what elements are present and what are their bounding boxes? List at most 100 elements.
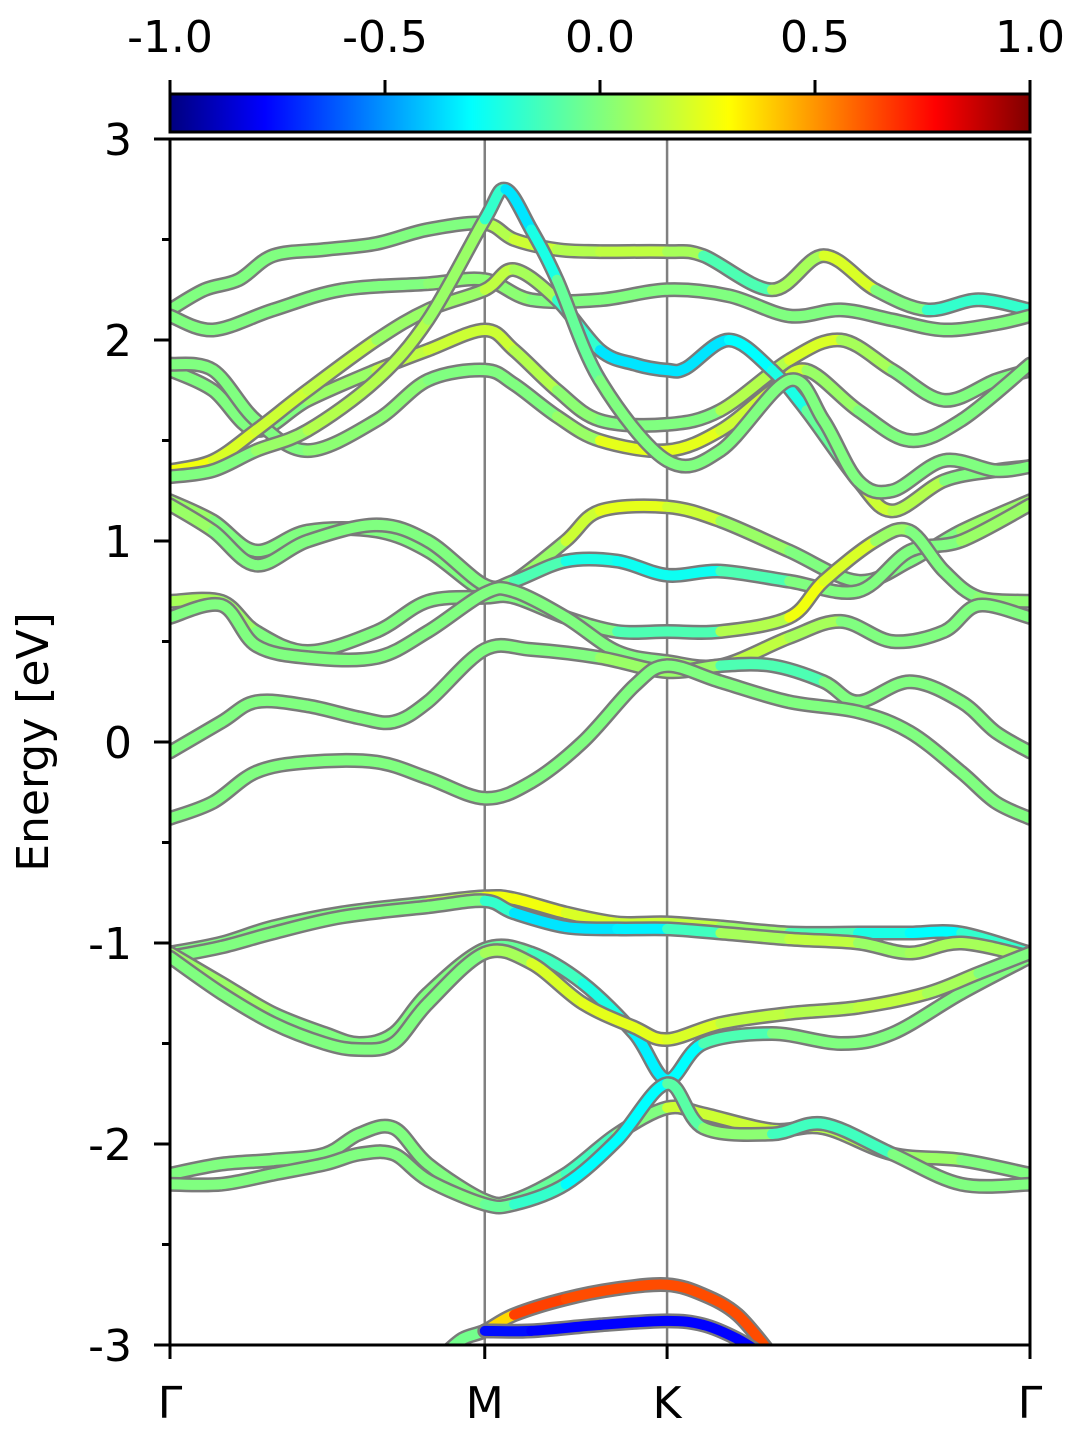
band-segment — [526, 737, 588, 788]
band-segment — [784, 696, 863, 717]
band-segment — [715, 515, 795, 556]
y-axis: 3 2 1 0 -1 -2 -3 — [88, 115, 170, 1372]
band-segment — [662, 626, 726, 638]
band-segment — [526, 644, 605, 663]
x-tick-label: Γ — [1018, 1378, 1043, 1429]
band-segment — [319, 238, 382, 255]
band-segment — [560, 921, 623, 934]
band-segment — [662, 1018, 726, 1045]
colorbar-tick-label: 0.0 — [565, 12, 635, 63]
band-segment — [526, 948, 588, 989]
band-segment — [595, 500, 673, 516]
band-segment — [715, 566, 795, 587]
band-segment — [887, 988, 967, 1039]
band-segment — [509, 586, 571, 623]
band-segment — [662, 501, 726, 526]
band-segment — [208, 365, 261, 426]
y-tick-label: 3 — [104, 115, 132, 166]
y-tick-label: 1 — [104, 517, 132, 568]
band-segment — [423, 644, 490, 707]
x-tick-label: M — [466, 1378, 504, 1429]
x-tick-label: K — [653, 1378, 683, 1429]
y-tick-label: 2 — [104, 316, 132, 367]
band-segment — [170, 465, 218, 482]
band-segment — [904, 727, 967, 778]
colorbar-tick-label: -1.0 — [127, 12, 213, 63]
band-segment — [904, 536, 967, 556]
band-segment — [662, 445, 726, 472]
band-segment — [990, 461, 1030, 476]
band-segment — [732, 1334, 758, 1345]
band-segment — [337, 278, 433, 295]
band-segment — [956, 1179, 1030, 1192]
band-segment — [853, 988, 932, 1013]
band-segment — [423, 948, 490, 1009]
band-20 — [477, 1313, 762, 1345]
band-segment — [302, 755, 382, 768]
band-segment — [552, 244, 605, 257]
band-segment — [388, 998, 433, 1049]
band-segment — [302, 335, 382, 396]
band-segment — [319, 1038, 365, 1055]
band-segment — [302, 652, 382, 666]
band-segment — [904, 926, 967, 938]
band-segment — [724, 290, 795, 321]
band-segment — [268, 911, 347, 938]
band-6 — [170, 181, 1030, 500]
band-segment — [715, 928, 795, 944]
colorbar-gradient — [168, 92, 1032, 134]
band-segment — [835, 1028, 898, 1049]
band-segment — [371, 626, 433, 663]
band-4 — [170, 356, 1030, 459]
colorbar-ticks: -1.0 -0.5 0.0 0.5 1.0 — [127, 12, 1065, 94]
band-segment — [526, 958, 588, 1009]
high-symmetry-lines — [483, 139, 669, 1345]
y-tick-label: -1 — [88, 919, 132, 970]
band-segment — [715, 1008, 795, 1029]
band-segment — [715, 612, 795, 637]
band-segment — [662, 923, 726, 938]
band-segment — [354, 1146, 399, 1159]
band-segment — [612, 1279, 673, 1294]
band-segment — [595, 284, 673, 305]
band-segment — [170, 1179, 227, 1190]
band-segment — [732, 1309, 771, 1345]
y-tick-label: -3 — [88, 1321, 132, 1372]
band-12 — [170, 658, 1030, 826]
band-segment — [302, 375, 382, 436]
band-segment — [560, 554, 623, 567]
bands — [170, 181, 1030, 1345]
band-segment — [990, 727, 1030, 757]
band-segment — [251, 526, 313, 557]
band-segment — [268, 284, 347, 315]
band-segment — [973, 948, 1030, 979]
band-segment — [990, 310, 1030, 329]
band-segment — [662, 246, 709, 261]
band-segment — [973, 600, 1030, 623]
band-segment — [956, 1155, 1030, 1180]
band-segment — [337, 901, 433, 922]
band-segment — [662, 284, 734, 301]
band-segment — [479, 640, 537, 655]
band-segment — [662, 425, 726, 456]
band-segment — [577, 680, 640, 747]
band-segment — [560, 1135, 623, 1190]
band-segment — [956, 499, 1030, 546]
band-segment — [526, 1319, 605, 1336]
band-segment — [302, 519, 382, 546]
band-segment — [371, 375, 433, 426]
band-segment — [662, 660, 726, 687]
band-segment — [552, 274, 605, 386]
band-segment — [251, 425, 313, 456]
band-segment — [612, 626, 673, 638]
band-segment — [887, 1149, 967, 1190]
band-segment — [835, 335, 898, 376]
band-segment — [251, 536, 313, 571]
band-segment — [784, 1002, 863, 1019]
band-segment — [698, 250, 777, 295]
band-segment — [853, 546, 915, 597]
band-segment — [715, 375, 795, 456]
colorbar-tick-label: 1.0 — [995, 12, 1065, 63]
